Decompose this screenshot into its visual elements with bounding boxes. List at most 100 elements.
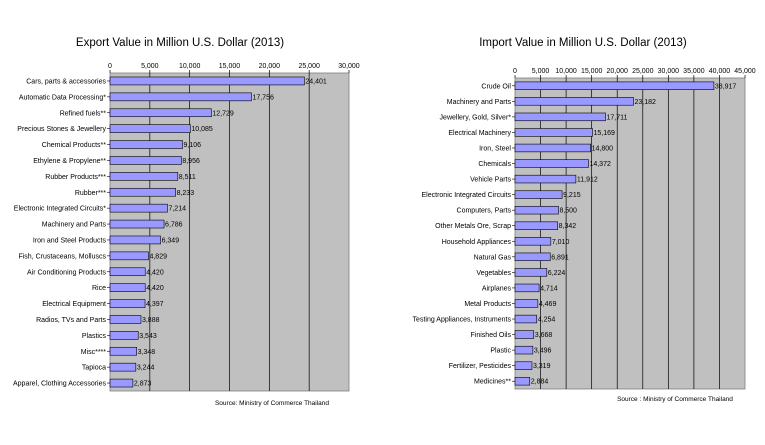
bar <box>109 156 182 165</box>
tick-label: 15,000 <box>581 68 603 75</box>
category-label: Other Metals Ore, Scrap <box>435 223 511 230</box>
data-label: 8,511 <box>179 174 196 181</box>
bar <box>109 92 252 102</box>
category-label: Jewellery, Gold, Silver* <box>440 114 512 121</box>
import-chart: Import Value in Million U.S. Dollar (201… <box>413 37 756 403</box>
tick-label: 5,000 <box>141 63 159 70</box>
bar <box>514 112 606 122</box>
category-label: Medicines** <box>474 379 511 386</box>
bar <box>514 81 715 90</box>
bar <box>514 377 531 386</box>
bar <box>514 159 589 168</box>
category-label: Rice <box>92 285 106 292</box>
category-label: Precious Stones & Jewellery <box>17 126 106 133</box>
data-label: 3,496 <box>534 348 552 355</box>
source-note: Source : Ministry of Commerce Thailand <box>617 396 733 403</box>
category-label: Vegetables <box>476 270 511 277</box>
category-label: Cars, parts & accessories <box>26 78 106 85</box>
category-label: Metal Products <box>464 301 511 308</box>
bar <box>109 362 137 372</box>
bar <box>514 299 539 308</box>
bar <box>109 76 305 86</box>
category-label: Electronic Integrated Circuits* <box>14 206 106 213</box>
tick-label: 20,000 <box>259 63 281 70</box>
bar <box>109 331 139 340</box>
data-label: 10,085 <box>191 126 213 133</box>
bar <box>109 172 179 181</box>
category-label: Vehicle Parts <box>470 177 511 184</box>
bar <box>109 235 161 245</box>
category-label: Refined fuels** <box>60 110 107 117</box>
tick-label: 10,000 <box>555 68 577 75</box>
data-label: 6,891 <box>551 254 569 261</box>
category-label: Electrical Machinery <box>448 130 511 137</box>
data-label: 8,233 <box>177 190 195 197</box>
category-label: Rubber Products*** <box>45 174 106 181</box>
tick-label: 0 <box>108 63 112 70</box>
chart-title: Export Value in Million U.S. Dollar (201… <box>76 37 284 49</box>
bar <box>109 299 146 308</box>
chart-title: Import Value in Million U.S. Dollar (201… <box>479 37 687 49</box>
bar <box>514 97 634 106</box>
tick-label: 0 <box>513 68 517 75</box>
category-label: Iron and Steel Products <box>33 237 107 244</box>
category-label: Crude Oil <box>481 83 511 90</box>
tick-label: 5,000 <box>532 68 550 75</box>
data-label: 15,169 <box>594 130 616 137</box>
data-label: 23,182 <box>634 99 656 106</box>
bar <box>514 143 591 153</box>
tick-label: 15,000 <box>219 63 241 70</box>
tick-label: 35,000 <box>683 68 705 75</box>
bar <box>109 378 134 388</box>
category-label: Apparel, Clothing Accessories <box>13 381 106 388</box>
category-label: Machinery and Parts <box>42 222 107 229</box>
tick-label: 25,000 <box>298 63 320 70</box>
data-label: 3,348 <box>138 349 156 356</box>
bar <box>109 108 212 118</box>
data-label: 4,829 <box>149 253 167 260</box>
bar <box>514 345 534 355</box>
tick-label: 40,000 <box>709 68 731 75</box>
category-label: Air Conditioning Products <box>27 269 106 276</box>
bar <box>109 203 168 213</box>
category-label: Natural Gas <box>474 254 512 261</box>
bar <box>514 174 577 184</box>
bar <box>109 124 191 133</box>
bar <box>514 314 538 324</box>
data-label: 8,342 <box>559 223 577 230</box>
bar <box>514 330 535 339</box>
category-label: Electrical Equipment <box>42 301 106 308</box>
data-label: 3,888 <box>142 317 160 324</box>
data-label: 3,319 <box>533 363 551 370</box>
tick-label: 10,000 <box>179 63 201 70</box>
bar <box>109 251 149 261</box>
bar <box>514 283 540 293</box>
category-label: Radios, TVs and Parts <box>36 317 106 324</box>
category-label: Machinery and Parts <box>447 99 512 106</box>
data-label: 4,420 <box>146 285 164 292</box>
data-label: 9,215 <box>563 192 581 199</box>
category-label: Electronic Integrated Circuits <box>422 192 512 199</box>
data-label: 12,729 <box>212 110 234 117</box>
category-label: Airplanes <box>482 285 512 292</box>
category-label: Fertilizer, Pesticides <box>449 363 512 370</box>
data-label: 4,254 <box>538 317 556 324</box>
data-label: 14,800 <box>592 145 614 152</box>
category-label: Plastics <box>82 333 107 340</box>
category-label: Automatic Data Processing* <box>19 94 106 101</box>
data-label: 4,469 <box>539 301 557 308</box>
bar <box>109 315 142 324</box>
category-label: Household Appliances <box>442 239 512 246</box>
tick-label: 25,000 <box>632 68 654 75</box>
data-label: 4,420 <box>146 269 164 276</box>
bar <box>514 268 548 277</box>
bar <box>109 346 137 356</box>
category-label: Finished Oils <box>471 332 512 339</box>
data-label: 24,401 <box>305 78 327 85</box>
export-chart: Export Value in Million U.S. Dollar (201… <box>13 37 360 407</box>
category-label: Misc**** <box>81 349 107 356</box>
data-label: 7,010 <box>552 239 570 246</box>
category-label: Ethylene & Propylene** <box>33 158 106 165</box>
source-note: Source: Ministry of Commerce Thailand <box>215 400 329 407</box>
